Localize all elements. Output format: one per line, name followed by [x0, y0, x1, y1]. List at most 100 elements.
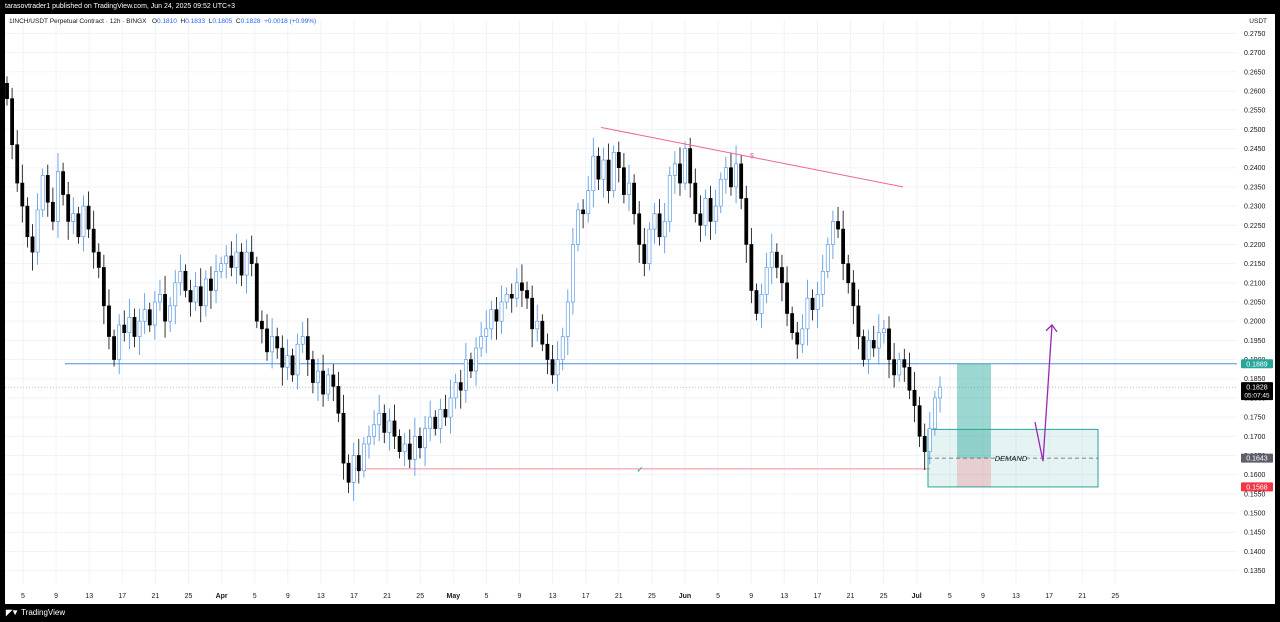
price-tick-label: 0.2000 — [1244, 319, 1266, 326]
time-axis[interactable]: 5 9 13 17 21 25 Apr 5 9 13 17 21 25 May 5 9 13 17 21 25 Jun 5… — [21, 593, 1119, 600]
bearish-candle — [622, 153, 626, 204]
bearish-candle — [321, 354, 325, 407]
bullish-candle — [137, 308, 142, 355]
price-tick-label: 0.2350 — [1244, 184, 1266, 191]
bearish-candle — [637, 201, 642, 263]
bullish-candle — [219, 256, 224, 279]
candle-body — [622, 167, 626, 195]
chart-frame[interactable]: 0.2750 0.2700 0.2650 0.2600 0.2550 0.2500 0.24… — [5, 14, 1275, 604]
candle-body — [152, 301, 157, 326]
bearish-candle — [209, 266, 213, 309]
candle-body — [387, 420, 392, 433]
bullish-candle — [168, 297, 173, 332]
bearish-candle — [260, 310, 264, 344]
candle-body — [56, 171, 60, 222]
price-axis[interactable]: 0.2750 0.2700 0.2650 0.2600 0.2550 0.2500 0.24… — [1244, 31, 1266, 575]
candle-body — [927, 428, 932, 452]
bearish-candle — [729, 153, 733, 196]
candle-body — [61, 171, 65, 195]
bearish-candle — [91, 210, 96, 269]
candle-body — [448, 397, 453, 418]
bullish-candle — [769, 233, 774, 284]
bearish-candle — [341, 394, 346, 480]
open-label: O — [151, 18, 157, 25]
candle-body — [418, 435, 422, 449]
candle-body — [66, 194, 71, 222]
bearish-candle — [606, 143, 611, 204]
candle-body — [305, 336, 310, 360]
bearish-candle — [744, 185, 749, 263]
bullish-candle — [571, 227, 575, 315]
time-tick-label: May — [446, 593, 460, 600]
candle-body — [158, 294, 162, 303]
candle-body — [647, 228, 652, 264]
candle-body — [769, 251, 774, 268]
bearish-candle — [107, 289, 111, 350]
candle-body — [433, 416, 438, 429]
candle-body — [545, 343, 550, 360]
candle-body — [311, 359, 315, 383]
bullish-candle — [933, 391, 937, 436]
bearish-candle — [239, 243, 244, 286]
candle-body — [275, 336, 280, 349]
bearish-candle — [642, 227, 647, 277]
projection-arrow — [1034, 324, 1053, 462]
bearish-candle — [795, 321, 800, 359]
horizontal-levels[interactable]: ✓ — [5, 363, 1237, 475]
bullish-candle — [448, 379, 453, 434]
candle-body — [147, 309, 152, 326]
bearish-candle — [382, 404, 387, 444]
demand-zone-group[interactable]: DEMAND — [927, 363, 1099, 488]
bearish-candle — [433, 410, 438, 436]
price-tick-label: 0.1400 — [1244, 549, 1266, 556]
price-tick-label: 0.2600 — [1244, 88, 1266, 95]
bearish-candle — [530, 285, 535, 348]
candle-body — [550, 359, 555, 376]
bullish-candle — [173, 270, 178, 325]
symbol-legend[interactable]: 1INCH/USDT Perpetual Contract · 12h · BI… — [9, 18, 316, 25]
drawings-group[interactable]: $ — [600, 126, 1058, 462]
candles-group — [5, 76, 942, 501]
price-tick-label: 0.2200 — [1244, 242, 1266, 249]
candle-body — [239, 251, 244, 276]
bearish-candle — [846, 254, 851, 294]
price-chart[interactable]: 0.2750 0.2700 0.2650 0.2600 0.2550 0.2500 0.24… — [5, 14, 1275, 604]
stop-price-badge: 0.1568 — [1246, 484, 1268, 491]
bullish-candle — [555, 341, 560, 392]
candle-body — [897, 359, 902, 376]
time-tick-label: 5 — [716, 593, 720, 600]
bullish-candle — [882, 320, 886, 344]
candle-body — [428, 416, 433, 429]
time-tick-label: 9 — [981, 593, 985, 600]
candle-body — [938, 386, 942, 399]
bullish-candle — [627, 164, 631, 212]
candle-body — [856, 305, 861, 337]
candle-body — [316, 370, 320, 383]
candle-body — [484, 328, 489, 337]
bearish-candle — [392, 404, 397, 449]
candle-body — [71, 213, 76, 222]
bearish-candle — [469, 352, 473, 378]
bullish-candle — [214, 254, 218, 304]
entry-price-badge-bg — [1241, 453, 1273, 463]
candle-body — [183, 271, 188, 291]
bearish-candle — [581, 199, 586, 229]
time-tick-label: 17 — [814, 593, 822, 600]
bearish-candle — [810, 289, 815, 321]
bearish-candle — [45, 164, 50, 217]
candle-body — [260, 320, 264, 330]
candle-body — [912, 389, 917, 406]
bullish-candle — [734, 145, 738, 204]
candle-body — [356, 455, 361, 472]
candle-body — [525, 290, 529, 299]
bearish-candle — [550, 344, 555, 384]
price-tick-label: 0.2250 — [1244, 223, 1266, 230]
demand-label: DEMAND — [995, 454, 1028, 463]
symbol-name[interactable]: 1INCH/USDT Perpetual Contract · 12h · BI… — [9, 18, 147, 25]
candle-body — [866, 340, 871, 360]
currency-unit-button[interactable]: USDT — [1249, 18, 1267, 25]
bullish-candle — [270, 318, 275, 369]
bearish-candle — [132, 308, 137, 348]
price-tick-label: 0.2550 — [1244, 108, 1266, 115]
time-tick-label: 17 — [1045, 593, 1053, 600]
